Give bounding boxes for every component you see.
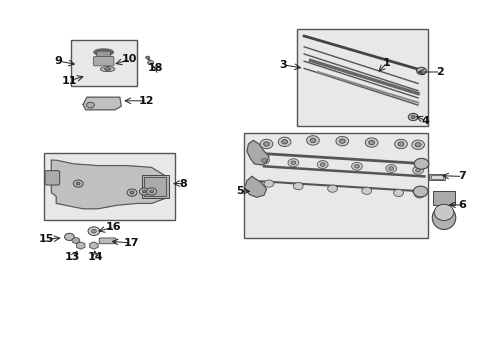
Circle shape (388, 167, 393, 170)
Polygon shape (51, 160, 166, 209)
Circle shape (290, 161, 295, 165)
Circle shape (86, 102, 94, 108)
Circle shape (146, 188, 156, 195)
Text: 6: 6 (457, 200, 465, 210)
Circle shape (260, 139, 272, 149)
Text: 5: 5 (235, 186, 243, 196)
Bar (144, 177, 166, 196)
Circle shape (410, 116, 414, 118)
Circle shape (397, 142, 403, 146)
Ellipse shape (100, 67, 115, 72)
Circle shape (317, 161, 327, 168)
Circle shape (91, 229, 96, 233)
Circle shape (327, 185, 337, 192)
Ellipse shape (104, 68, 110, 71)
Text: 2: 2 (435, 67, 443, 77)
Circle shape (411, 140, 424, 149)
Text: 12: 12 (139, 96, 154, 106)
Text: 18: 18 (147, 63, 163, 73)
Polygon shape (246, 140, 268, 165)
Circle shape (76, 182, 80, 185)
Text: 16: 16 (105, 222, 121, 232)
Circle shape (413, 158, 428, 169)
Text: 9: 9 (55, 56, 62, 66)
Polygon shape (244, 176, 266, 197)
Circle shape (394, 139, 407, 149)
Circle shape (365, 138, 377, 147)
Circle shape (414, 143, 420, 147)
Text: 8: 8 (179, 179, 187, 189)
FancyBboxPatch shape (93, 57, 114, 66)
FancyBboxPatch shape (99, 238, 116, 244)
Circle shape (412, 166, 423, 174)
Circle shape (142, 190, 146, 193)
Text: 3: 3 (278, 60, 286, 70)
Circle shape (73, 180, 83, 187)
Circle shape (407, 113, 417, 121)
Circle shape (130, 191, 134, 194)
Ellipse shape (431, 206, 455, 230)
FancyBboxPatch shape (97, 51, 110, 59)
Circle shape (385, 165, 396, 172)
Circle shape (368, 140, 374, 145)
Bar (142, 175, 168, 198)
Circle shape (127, 189, 137, 196)
Text: 11: 11 (61, 76, 77, 86)
Polygon shape (83, 97, 121, 110)
Text: 17: 17 (123, 238, 139, 248)
Circle shape (147, 60, 153, 65)
Circle shape (139, 188, 149, 195)
Bar (44, 153, 175, 220)
Circle shape (415, 168, 420, 172)
Text: 4: 4 (421, 116, 428, 126)
Bar (296, 29, 427, 126)
Ellipse shape (433, 204, 453, 220)
Circle shape (354, 165, 359, 168)
Circle shape (258, 156, 269, 164)
Circle shape (72, 238, 80, 243)
Circle shape (263, 142, 269, 146)
Text: 7: 7 (457, 171, 465, 181)
Circle shape (306, 136, 319, 145)
FancyBboxPatch shape (45, 171, 60, 185)
Circle shape (412, 186, 427, 197)
Text: 10: 10 (122, 54, 137, 64)
Circle shape (261, 158, 266, 162)
Circle shape (264, 180, 273, 187)
Circle shape (145, 56, 149, 59)
Circle shape (149, 190, 153, 193)
Text: 14: 14 (87, 252, 103, 262)
Circle shape (414, 191, 424, 198)
Text: 13: 13 (64, 252, 80, 262)
Circle shape (416, 67, 426, 75)
Bar (71, 40, 137, 86)
Circle shape (88, 227, 100, 235)
Circle shape (64, 233, 74, 240)
Bar (432, 191, 454, 205)
Bar (430, 175, 442, 179)
Circle shape (278, 137, 290, 147)
Circle shape (393, 189, 403, 197)
Text: 1: 1 (382, 58, 389, 68)
Circle shape (361, 187, 371, 194)
Circle shape (281, 140, 287, 144)
Circle shape (293, 183, 303, 190)
Circle shape (339, 139, 345, 143)
Circle shape (320, 163, 325, 166)
Circle shape (335, 136, 348, 146)
Circle shape (351, 162, 362, 170)
Ellipse shape (94, 49, 113, 55)
Circle shape (287, 159, 298, 167)
Circle shape (309, 138, 315, 143)
Text: 15: 15 (39, 234, 54, 244)
Bar (428, 174, 444, 180)
Bar (244, 133, 427, 238)
